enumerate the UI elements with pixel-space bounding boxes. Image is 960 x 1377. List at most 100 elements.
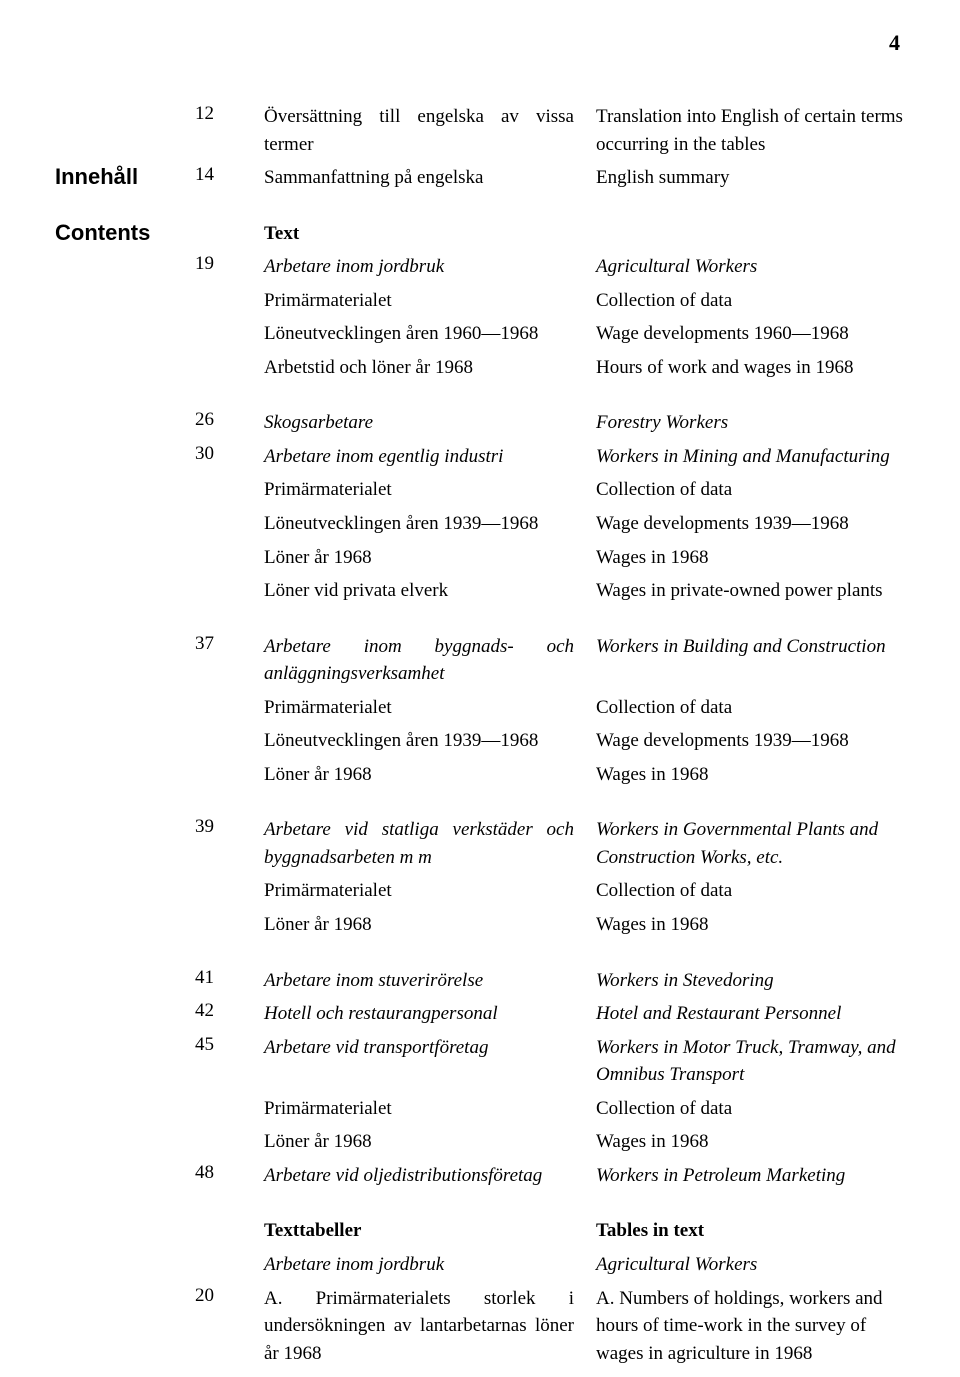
toc-row: Löneutvecklingen åren 1960—1968Wage deve… [55, 317, 905, 351]
toc-swedish: Arbetare inom jordbruk [264, 1251, 596, 1279]
toc-row: PrimärmaterialetCollection of data [55, 284, 905, 318]
toc-row: 41Arbetare inom stuverirörelseWorkers in… [55, 964, 905, 998]
toc-swedish: Text [264, 220, 596, 248]
toc-english: Agricultural Workers [596, 1251, 905, 1279]
toc-row: Innehåll14Sammanfattning på engelskaEngl… [55, 161, 905, 195]
toc-swedish: Löner år 1968 [264, 911, 596, 939]
toc-page-number: 42 [195, 1000, 264, 1022]
toc-english: Collection of data [596, 877, 905, 905]
toc-row: PrimärmaterialetCollection of data [55, 473, 905, 507]
page: 4 12Översättning till engelska av vissa … [0, 0, 960, 1377]
toc-row: Arbetare inom jordbrukAgricultural Worke… [55, 1248, 905, 1282]
toc-english: A. Numbers of holdings, workers and hour… [596, 1285, 905, 1368]
toc-swedish: Löner år 1968 [264, 544, 596, 572]
toc-swedish: Löner år 1968 [264, 761, 596, 789]
toc-english: English summary [596, 164, 905, 192]
page-number: 4 [889, 30, 900, 56]
toc-row: Löner år 1968Wages in 1968 [55, 541, 905, 575]
toc-row: 26SkogsarbetareForestry Workers [55, 406, 905, 440]
toc-english: Wages in 1968 [596, 1128, 905, 1156]
toc-english: Forestry Workers [596, 409, 905, 437]
toc-row: Löner år 1968Wages in 1968 [55, 908, 905, 942]
toc-english: Wages in private-owned power plants [596, 577, 905, 605]
toc-english: Translation into English of certain term… [596, 103, 905, 158]
toc-english: Collection of data [596, 287, 905, 315]
toc-swedish: Texttabeller [264, 1217, 596, 1245]
toc-row: Löner vid privata elverkWages in private… [55, 574, 905, 608]
toc-row: PrimärmaterialetCollection of data [55, 691, 905, 725]
toc-swedish: Skogsarbetare [264, 409, 596, 437]
toc-swedish: Arbetare vid transportföretag [264, 1034, 596, 1062]
toc-page-number: 45 [195, 1034, 264, 1056]
toc-page-number: 37 [195, 633, 264, 655]
toc-row: Arbetstid och löner år 1968Hours of work… [55, 351, 905, 385]
toc-english: Wage developments 1939—1968 [596, 510, 905, 538]
toc-swedish: A. Primärmaterialets storlek i undersökn… [264, 1285, 596, 1368]
toc-swedish: Löneutvecklingen åren 1960—1968 [264, 320, 596, 348]
toc-page-number: 14 [195, 164, 264, 186]
toc-row: TexttabellerTables in text [55, 1214, 905, 1248]
toc-swedish: Arbetare vid oljedistributionsföretag [264, 1162, 596, 1190]
toc-swedish: Primärmaterialet [264, 476, 596, 504]
toc-row: 48Arbetare vid oljedistributionsföretagW… [55, 1159, 905, 1193]
toc-row: 42Hotell och restaurangpersonalHotel and… [55, 997, 905, 1031]
toc-swedish: Primärmaterialet [264, 694, 596, 722]
toc-page-number: 41 [195, 967, 264, 989]
toc-row: PrimärmaterialetCollection of data [55, 874, 905, 908]
toc-page-number: 30 [195, 443, 264, 465]
toc-row: Löneutvecklingen åren 1939—1968Wage deve… [55, 507, 905, 541]
toc-english: Wage developments 1960—1968 [596, 320, 905, 348]
section-label: Innehåll [55, 164, 195, 190]
toc-english: Workers in Building and Construction [596, 633, 905, 661]
toc-page-number: 20 [195, 1285, 264, 1307]
toc-english: Wage developments 1939—1968 [596, 727, 905, 755]
toc-row: 37Arbetare inom byggnads- och anläggning… [55, 630, 905, 691]
toc-row: 12Översättning till engelska av vissa te… [55, 100, 905, 161]
toc-row: Löner år 1968Wages in 1968 [55, 1125, 905, 1159]
toc-page-number: 12 [195, 103, 264, 125]
toc-swedish: Arbetstid och löner år 1968 [264, 354, 596, 382]
toc-row: 39Arbetare vid statliga verkstäder och b… [55, 813, 905, 874]
toc-swedish: Arbetare inom jordbruk [264, 253, 596, 281]
toc-swedish: Primärmaterialet [264, 287, 596, 315]
toc-page-number: 39 [195, 816, 264, 838]
toc-row: Contents Text [55, 217, 905, 251]
toc-row: 20A. Primärmaterialets storlek i undersö… [55, 1282, 905, 1371]
toc-swedish: Arbetare inom egentlig industri [264, 443, 596, 471]
toc-row: 30Arbetare inom egentlig industriWorkers… [55, 440, 905, 474]
toc-swedish: Löner vid privata elverk [264, 577, 596, 605]
toc-english: Agricultural Workers [596, 253, 905, 281]
toc-english: Workers in Petroleum Marketing [596, 1162, 905, 1190]
toc-english: Wages in 1968 [596, 761, 905, 789]
toc-row: PrimärmaterialetCollection of data [55, 1092, 905, 1126]
section-label: Contents [55, 220, 195, 246]
toc-english: Workers in Mining and Manufacturing [596, 443, 905, 471]
toc-english: Tables in text [596, 1217, 905, 1245]
toc-page-number: 19 [195, 253, 264, 275]
toc-content: 12Översättning till engelska av vissa te… [55, 100, 905, 1370]
toc-swedish: Arbetare inom byggnads- och anläggningsv… [264, 633, 596, 688]
toc-page-number: 26 [195, 409, 264, 431]
toc-swedish: Primärmaterialet [264, 877, 596, 905]
toc-english: Collection of data [596, 476, 905, 504]
toc-english: Hours of work and wages in 1968 [596, 354, 905, 382]
toc-swedish: Löneutvecklingen åren 1939—1968 [264, 510, 596, 538]
toc-row: Löneutvecklingen åren 1939—1968Wage deve… [55, 724, 905, 758]
toc-english: Wages in 1968 [596, 911, 905, 939]
toc-swedish: Sammanfattning på engelska [264, 164, 596, 192]
toc-english: Workers in Governmental Plants and Const… [596, 816, 905, 871]
toc-swedish: Arbetare vid statliga verkstäder och byg… [264, 816, 596, 871]
toc-swedish: Löner år 1968 [264, 1128, 596, 1156]
toc-swedish: Översättning till engelska av vissa term… [264, 103, 596, 158]
toc-english: Wages in 1968 [596, 544, 905, 572]
toc-english: Collection of data [596, 694, 905, 722]
toc-row: Löner år 1968Wages in 1968 [55, 758, 905, 792]
toc-page-number: 48 [195, 1162, 264, 1184]
toc-row: 45Arbetare vid transportföretagWorkers i… [55, 1031, 905, 1092]
toc-swedish: Arbetare inom stuverirörelse [264, 967, 596, 995]
toc-swedish: Hotell och restaurangpersonal [264, 1000, 596, 1028]
toc-english: Collection of data [596, 1095, 905, 1123]
toc-english: Hotel and Restaurant Personnel [596, 1000, 905, 1028]
toc-english: Workers in Motor Truck, Tramway, and Omn… [596, 1034, 905, 1089]
toc-row: 19Arbetare inom jordbrukAgricultural Wor… [55, 250, 905, 284]
